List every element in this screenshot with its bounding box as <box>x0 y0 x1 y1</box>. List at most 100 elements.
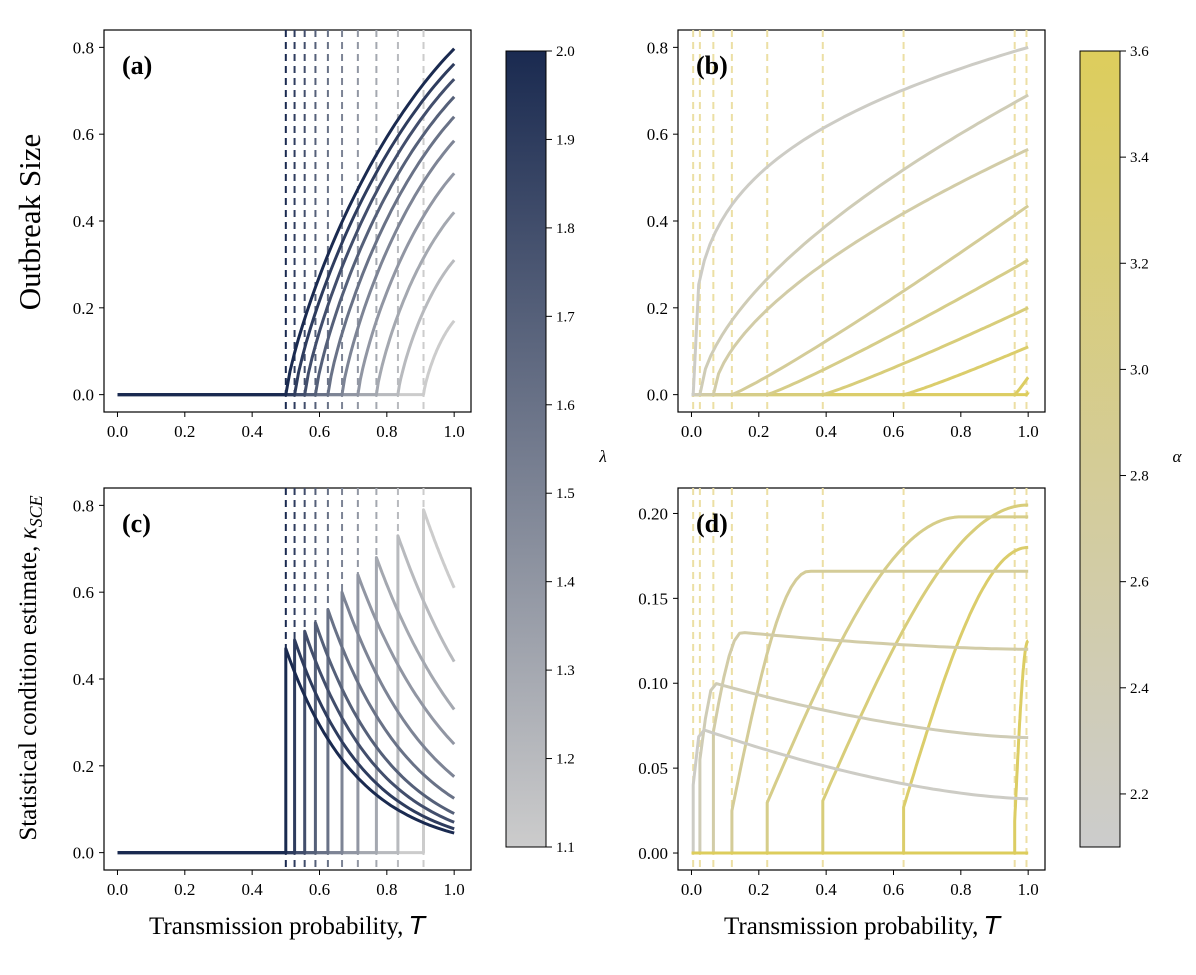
y-tick-label: 0.8 <box>73 38 94 57</box>
series-line <box>691 391 1030 397</box>
panel-d: 0.0 0.2 0.4 0.6 0.8 1.0 0.00 0.05 0.10 0.15 0.20 <box>638 487 1046 899</box>
series-line <box>691 728 1029 855</box>
y-tick-label: 0.4 <box>647 212 669 231</box>
colorbar-tick-label: 3.6 <box>1130 44 1149 60</box>
y-tick-label: 0.8 <box>73 496 94 515</box>
x-tick-label: 0.0 <box>107 880 128 899</box>
y-tick-label: 0.4 <box>73 212 95 231</box>
x-tick-label: 0.2 <box>174 880 195 899</box>
colorbar-tick-label: 1.8 <box>556 221 575 237</box>
axes-frame <box>677 29 1046 413</box>
series-line <box>691 569 1029 855</box>
x-tick-label: 0.4 <box>242 422 264 441</box>
colorbar-tick-label: 1.1 <box>556 840 575 856</box>
x-axis-label-text: Transmission probability, <box>724 913 985 940</box>
series-line <box>691 515 1029 855</box>
colorbar-alpha-label: α <box>1173 447 1183 466</box>
series-line <box>117 638 455 855</box>
x-tick-label: 0.0 <box>107 422 128 441</box>
y-tick-label: 0.00 <box>638 844 668 863</box>
colorbar-lambda-label: λ <box>598 447 606 466</box>
axes-frame <box>103 29 472 413</box>
colorbar-lambda-gradient <box>505 50 547 848</box>
colorbar-tick-label: 1.4 <box>556 575 575 591</box>
series-line <box>117 172 456 397</box>
x-tick-label: 1.0 <box>1018 422 1039 441</box>
x-tick-label: 0.2 <box>748 880 769 899</box>
series-line <box>117 608 456 855</box>
y-tick-label: 0.10 <box>638 674 668 693</box>
series-line <box>691 345 1029 397</box>
y-tick-label: 0.8 <box>647 38 668 57</box>
series-line <box>117 139 456 397</box>
x-tick-label: 1.0 <box>1018 880 1039 899</box>
x-tick-label: 0.4 <box>242 880 264 899</box>
series-line <box>691 204 1030 397</box>
x-tick-label: 0.8 <box>376 422 397 441</box>
y-tick-label: 0.2 <box>73 299 94 318</box>
y-tick-label: 0.6 <box>73 125 94 144</box>
panel-d-label: (d) <box>696 509 728 538</box>
x-axis-label-left: Transmission probability, T <box>149 911 427 940</box>
y-tick-label: 0.15 <box>638 589 668 608</box>
series-line <box>691 376 1030 397</box>
series-line <box>691 545 1029 855</box>
series-line <box>117 259 456 397</box>
x-tick-label: 0.8 <box>376 880 397 899</box>
series-line <box>691 639 1030 855</box>
panel-b: 0.0 0.2 0.4 0.6 0.8 1.0 0.0 0.2 0.4 0.6 0.8 <box>647 29 1046 441</box>
colorbar-alpha-gradient <box>1079 50 1121 848</box>
series-line <box>117 621 455 855</box>
y-tick-label: 0.6 <box>73 583 94 602</box>
panel-c-label: (c) <box>122 509 151 538</box>
colorbar-tick-label: 1.9 <box>556 132 575 148</box>
x-tick-label: 0.4 <box>816 880 838 899</box>
series-line <box>691 148 1029 397</box>
y-tick-label: 0.2 <box>647 299 668 318</box>
x-tick-label: 0.8 <box>950 880 971 899</box>
x-tick-label: 1.0 <box>444 880 465 899</box>
series-line <box>691 93 1029 397</box>
colorbar-alpha: α 2.2 2.4 2.6 2.8 3.0 3.2 3.4 3.6 <box>1079 44 1183 848</box>
x-tick-label: 0.8 <box>950 422 971 441</box>
series-line <box>691 306 1029 397</box>
colorbar-tick-label: 1.2 <box>556 752 575 768</box>
colorbar-tick-label: 2.0 <box>556 44 575 60</box>
y-tick-label: 0.0 <box>647 386 668 405</box>
series-line <box>117 47 456 397</box>
y-tick-label: 0.20 <box>638 504 668 523</box>
x-axis-var: T <box>410 911 427 940</box>
colorbar-tick-label: 1.7 <box>556 309 575 325</box>
series-line <box>117 534 456 855</box>
x-tick-label: 0.0 <box>681 422 702 441</box>
series-line <box>117 590 456 855</box>
colorbar-tick-label: 1.6 <box>556 398 575 414</box>
series-line <box>117 62 456 397</box>
x-tick-label: 1.0 <box>444 422 465 441</box>
series-line <box>691 631 1029 855</box>
series-line <box>117 78 456 397</box>
x-tick-label: 0.6 <box>883 422 904 441</box>
panel-a: 0.0 0.2 0.4 0.6 0.8 1.0 0.0 0.2 0.4 0.6 0.8 <box>73 29 472 441</box>
axes-frame <box>677 487 1046 871</box>
x-tick-label: 0.4 <box>816 422 838 441</box>
x-axis-label-text: Transmission probability, <box>149 913 410 940</box>
x-axis-label-right: Transmission probability, T <box>724 911 1002 940</box>
y-tick-label: 0.0 <box>73 844 94 863</box>
kappa-subscript: SCE <box>26 495 46 527</box>
panel-c: 0.0 0.2 0.4 0.6 0.8 1.0 0.0 0.2 0.4 0.6 0.8 <box>73 487 472 899</box>
colorbar-lambda: λ 1.1 1.2 1.3 1.4 1.5 1.6 1.7 1.8 1.9 2.0 <box>505 44 607 856</box>
colorbar-tick-label: 2.6 <box>1130 575 1149 591</box>
y-tick-label: 0.2 <box>73 757 94 776</box>
x-tick-label: 0.6 <box>309 880 330 899</box>
x-tick-label: 0.6 <box>309 422 330 441</box>
series-line <box>117 508 456 855</box>
series-line <box>691 258 1029 397</box>
series-line <box>117 629 455 855</box>
series-line <box>691 682 1029 855</box>
series-line <box>117 115 456 397</box>
y-axis-label-top: Outbreak Size <box>12 134 47 310</box>
series-line <box>117 556 456 855</box>
colorbar-tick-label: 3.4 <box>1130 150 1149 166</box>
